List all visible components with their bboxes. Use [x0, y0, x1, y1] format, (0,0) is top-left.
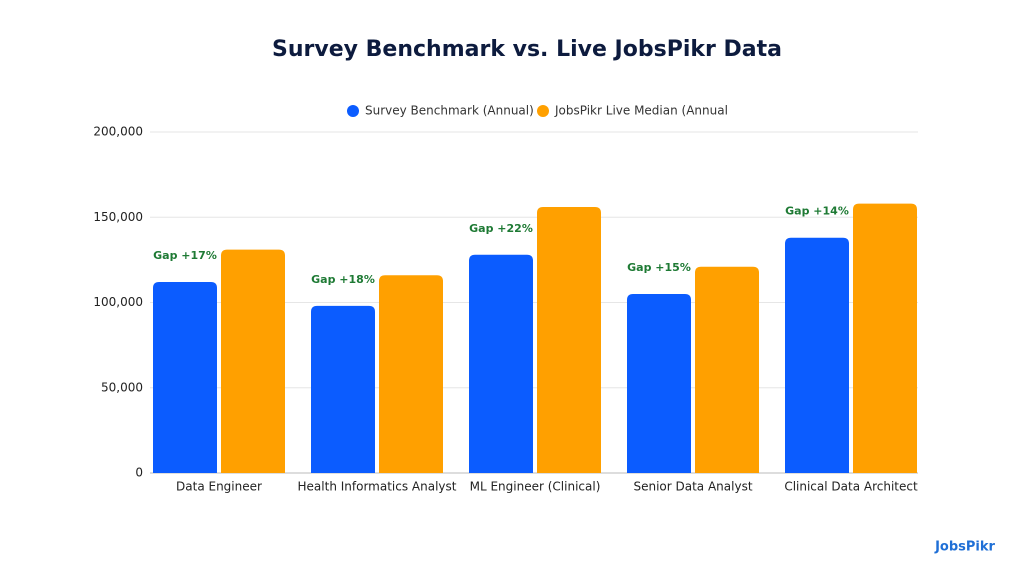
legend-swatch — [347, 105, 359, 117]
legend-swatch — [537, 105, 549, 117]
bar — [153, 282, 217, 473]
x-tick-label: Clinical Data Architect — [784, 480, 918, 494]
bar — [695, 266, 759, 473]
legend-label: Survey Benchmark (Annual) — [365, 104, 534, 118]
bar — [221, 249, 285, 473]
logo: JobsPikr — [934, 540, 995, 555]
legend-label: JobsPikr Live Median (Annual — [554, 104, 728, 118]
x-tick-label: Senior Data Analyst — [633, 480, 752, 494]
bar — [627, 293, 691, 473]
x-tick-label: Data Engineer — [176, 480, 262, 494]
bar — [853, 203, 917, 474]
y-tick-label: 100,000 — [93, 295, 143, 309]
annotation: Gap +22% — [469, 222, 533, 235]
x-tick-label: Health Informatics Analyst — [298, 480, 457, 494]
annotation: Gap +14% — [785, 205, 849, 218]
chart-title: Survey Benchmark vs. Live JobsPikr Data — [272, 37, 782, 62]
bar — [537, 207, 601, 473]
y-tick-label: 0 — [135, 466, 143, 480]
bar — [379, 275, 443, 473]
annotation: Gap +15% — [627, 261, 691, 274]
y-tick-label: 50,000 — [101, 380, 143, 394]
bar — [311, 305, 375, 473]
annotation: Gap +18% — [311, 273, 375, 286]
y-tick-label: 200,000 — [93, 125, 143, 139]
bar — [785, 237, 849, 473]
y-tick-label: 150,000 — [93, 210, 143, 224]
annotation: Gap +17% — [153, 249, 217, 262]
x-tick-label: ML Engineer (Clinical) — [470, 480, 601, 494]
bar — [469, 254, 533, 473]
